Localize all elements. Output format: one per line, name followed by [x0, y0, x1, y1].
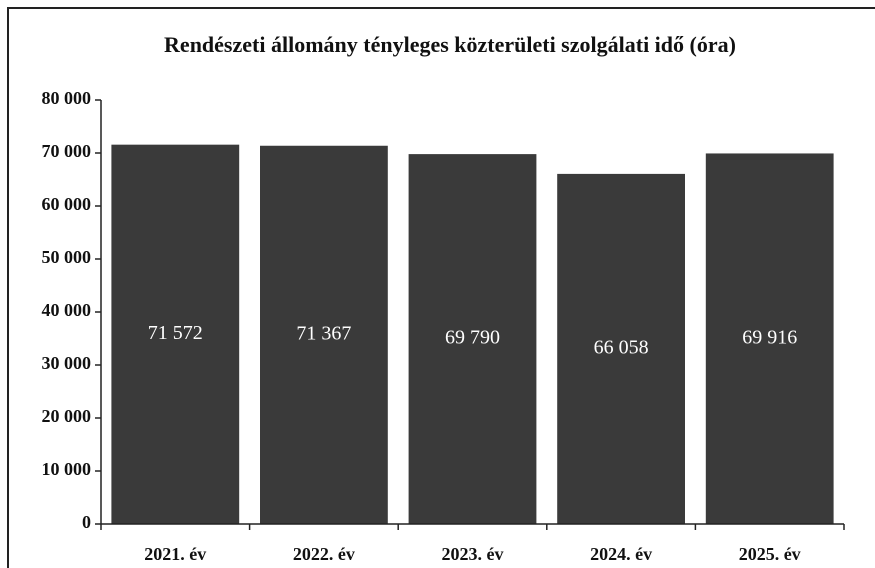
value-label: 71 572: [148, 322, 203, 344]
x-tick-label: 2024. év: [590, 544, 652, 564]
y-tick-label: 10 000: [42, 459, 92, 479]
x-tick-label: 2023. év: [442, 544, 504, 564]
frame: [7, 7, 875, 568]
y-tick-label: 0: [82, 512, 91, 532]
y-tick-label: 20 000: [42, 406, 92, 426]
y-tick-label: 70 000: [42, 141, 92, 161]
y-tick-label: 30 000: [42, 353, 92, 373]
bar: [705, 153, 834, 525]
x-tick-label: 2022. év: [293, 544, 355, 564]
y-tick-label: 60 000: [42, 194, 92, 214]
value-label: 69 790: [445, 327, 500, 349]
bar: [408, 154, 537, 524]
y-tick-label: 50 000: [42, 247, 92, 267]
x-tick-label: 2025. év: [739, 544, 801, 564]
y-tick-label: 80 000: [42, 88, 92, 108]
bar: [111, 144, 240, 524]
x-tick-label: 2021. év: [144, 544, 206, 564]
value-label: 71 367: [296, 322, 351, 344]
chart-title: Rendészeti állomány tényleges közterület…: [164, 32, 736, 57]
bar: [260, 145, 388, 525]
bar: [557, 173, 685, 525]
value-label: 69 916: [742, 326, 797, 348]
value-label: 66 058: [594, 337, 649, 359]
y-tick-label: 40 000: [42, 300, 92, 320]
